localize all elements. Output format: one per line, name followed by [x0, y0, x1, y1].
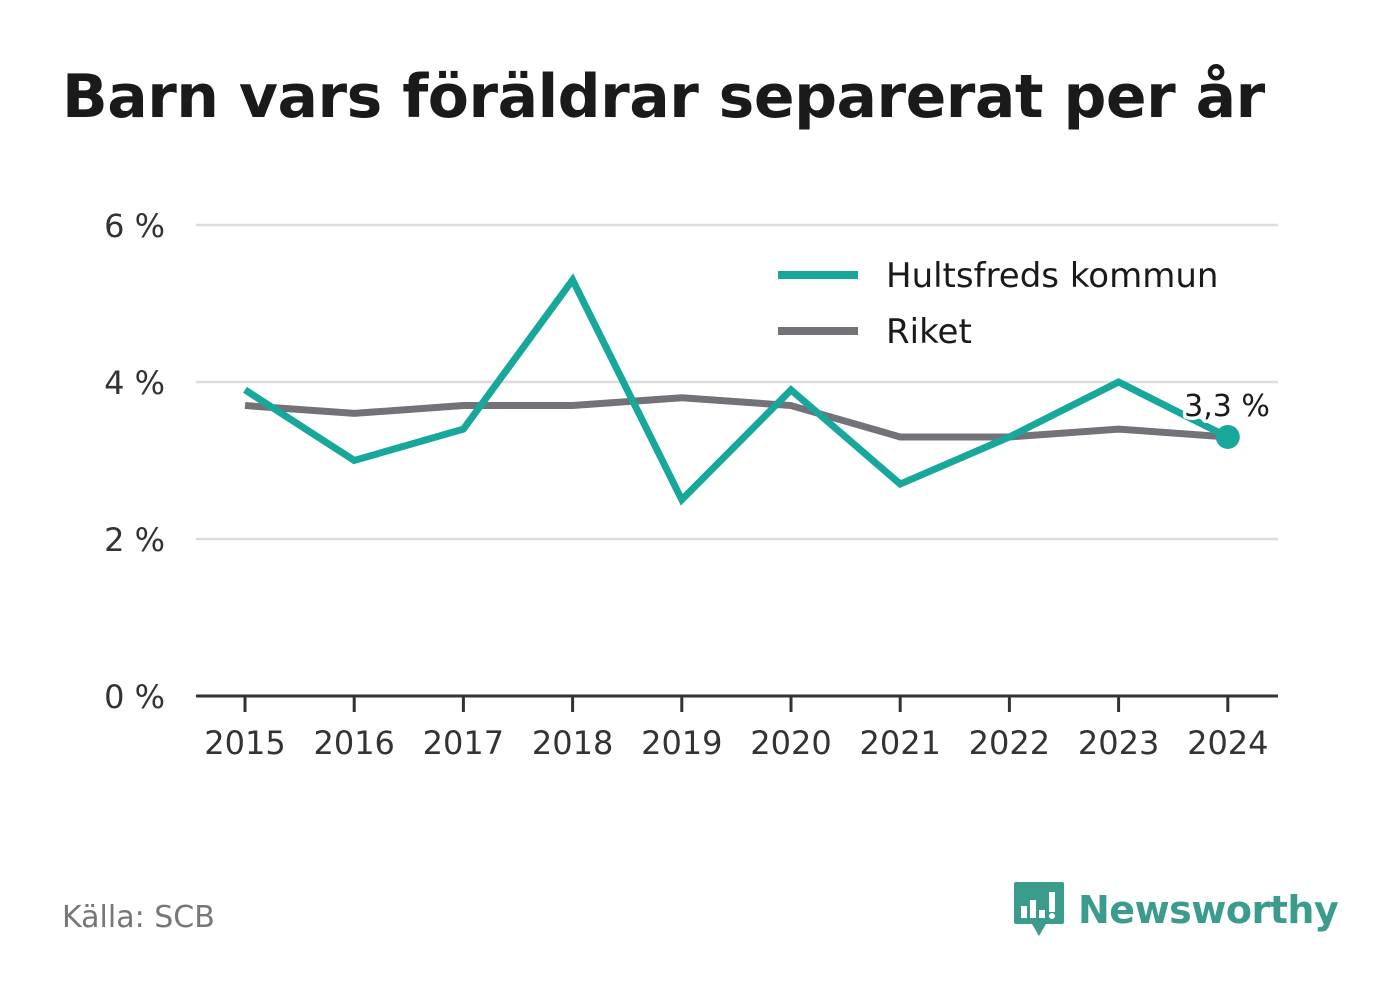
- legend: Hultsfreds kommun Riket: [778, 256, 1218, 352]
- brand-logo[interactable]: Newsworthy: [1012, 880, 1339, 940]
- series-line-riket: [244, 394, 1229, 441]
- y-tick-label: 6 %: [104, 207, 165, 245]
- y-tick-label: 0 %: [104, 678, 165, 716]
- source-note: Källa: SCB: [62, 900, 215, 935]
- gridlines: [196, 223, 1278, 541]
- x-tick-label: 2018: [532, 724, 613, 762]
- brand-name: Newsworthy: [1078, 888, 1339, 932]
- series-line-hultsfreds-kommun: [243, 273, 1230, 506]
- chart-title: Barn vars föräldrar separerat per år: [62, 62, 1265, 132]
- chart-speech-bubble-icon: [1014, 882, 1064, 936]
- x-tick-label: 2019: [641, 724, 722, 762]
- annotations: 3,3 %: [1181, 386, 1273, 449]
- x-tick-label: 2024: [1187, 724, 1268, 762]
- x-tick-label: 2017: [423, 724, 504, 762]
- legend-label: Riket: [886, 312, 972, 352]
- y-tick-label: 4 %: [104, 364, 165, 402]
- x-tick-label: 2021: [859, 724, 940, 762]
- end-point-marker: [1215, 424, 1240, 449]
- y-axis-tick-labels: 0 % 2 % 4 % 6 %: [104, 207, 165, 716]
- end-value-label: 3,3 %: [1184, 389, 1270, 424]
- x-tick-label: 2016: [313, 724, 394, 762]
- x-tick-label: 2022: [969, 724, 1050, 762]
- y-tick-label: 2 %: [104, 521, 165, 559]
- legend-label: Hultsfreds kommun: [886, 256, 1218, 296]
- x-axis: 2015 2016 2017 2018 2019 2020 2021 2022 2023 2024: [196, 694, 1278, 762]
- x-tick-label: 2020: [750, 724, 831, 762]
- x-tick-label: 2015: [204, 724, 285, 762]
- series-lines: [243, 273, 1230, 506]
- line-chart: 0 % 2 % 4 % 6 % 2015 2016 2017 2018 2019 2020 202…: [104, 207, 1278, 762]
- x-tick-label: 2023: [1078, 724, 1159, 762]
